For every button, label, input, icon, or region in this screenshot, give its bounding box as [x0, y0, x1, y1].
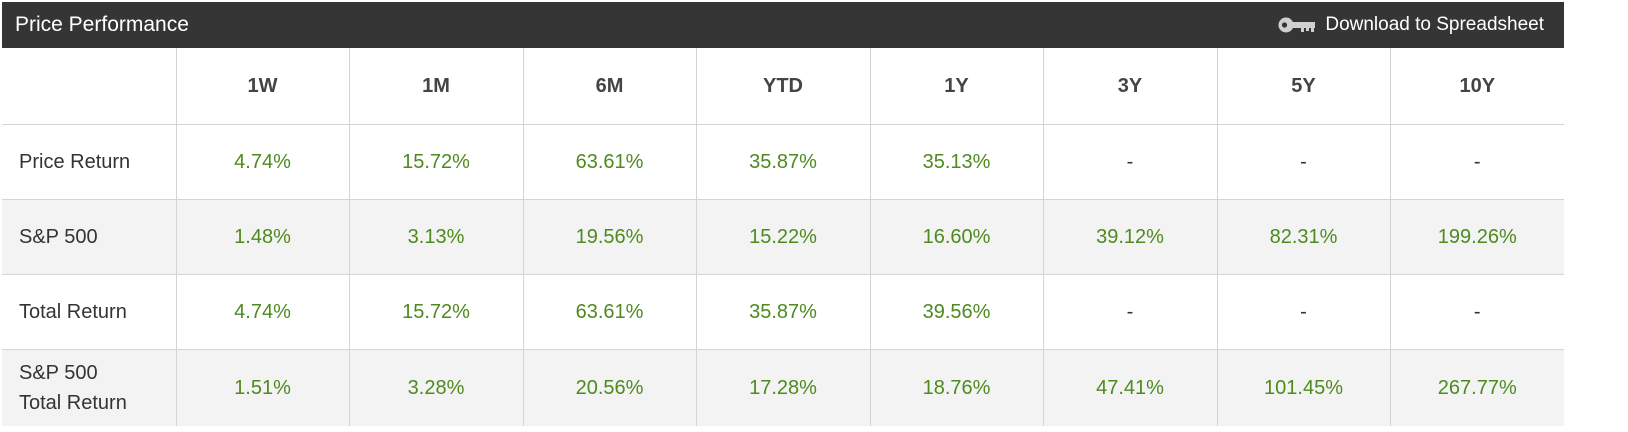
- table-cell: -: [1389, 124, 1564, 200]
- row-label: S&P 500 Total Return: [2, 349, 177, 426]
- table-cell: 15.22%: [695, 199, 871, 275]
- table-cell: -: [1042, 274, 1218, 350]
- panel-header: Price Performance Download to Spreadshee…: [2, 2, 1564, 48]
- price-performance-panel: Price Performance Download to Spreadshee…: [2, 2, 1564, 426]
- table-cell: 15.72%: [348, 124, 524, 200]
- table-cell: 39.56%: [869, 274, 1044, 350]
- column-header: 1Y: [869, 48, 1044, 125]
- table-cell: -: [1389, 274, 1564, 350]
- table-cell: 199.26%: [1389, 199, 1564, 275]
- table-cell: 1.48%: [175, 199, 350, 275]
- performance-table: 1W 1M 6M YTD 1Y 3Y 5Y 10Y Price Return 4…: [2, 48, 1564, 426]
- column-header: 3Y: [1042, 48, 1218, 125]
- table-cell: 35.87%: [695, 274, 871, 350]
- table-row: S&P 500 Total Return 1.51% 3.28% 20.56% …: [2, 349, 1564, 426]
- column-header: 1W: [175, 48, 350, 125]
- table-cell: 3.13%: [348, 199, 524, 275]
- table-row: S&P 500 1.48% 3.13% 19.56% 15.22% 16.60%…: [2, 199, 1564, 275]
- column-header: 10Y: [1389, 48, 1564, 125]
- download-spreadsheet-link[interactable]: Download to Spreadsheet: [1277, 14, 1544, 36]
- table-cell: -: [1216, 274, 1391, 350]
- table-cell: 20.56%: [522, 349, 697, 426]
- table-cell: 35.13%: [869, 124, 1044, 200]
- header-row: 1W 1M 6M YTD 1Y 3Y 5Y 10Y: [2, 48, 1564, 125]
- table-cell: 4.74%: [175, 274, 350, 350]
- table-cell: 17.28%: [695, 349, 871, 426]
- column-header: 5Y: [1216, 48, 1391, 125]
- table-cell: 39.12%: [1042, 199, 1218, 275]
- table-cell: 15.72%: [348, 274, 524, 350]
- column-header: 1M: [348, 48, 524, 125]
- table-row: Price Return 4.74% 15.72% 63.61% 35.87% …: [2, 124, 1564, 200]
- table-cell: -: [1216, 124, 1391, 200]
- table-cell: 3.28%: [348, 349, 524, 426]
- row-label: S&P 500: [2, 199, 177, 275]
- panel-title: Price Performance: [15, 13, 189, 36]
- row-label: Price Return: [2, 124, 177, 200]
- table-cell: 1.51%: [175, 349, 350, 426]
- table-cell: 19.56%: [522, 199, 697, 275]
- table-row: Total Return 4.74% 15.72% 63.61% 35.87% …: [2, 274, 1564, 350]
- table-cell: -: [1042, 124, 1218, 200]
- table-cell: 18.76%: [869, 349, 1044, 426]
- column-header: 6M: [522, 48, 697, 125]
- table-cell: 63.61%: [522, 124, 697, 200]
- corner-cell: [2, 48, 177, 125]
- table-cell: 35.87%: [695, 124, 871, 200]
- row-label: Total Return: [2, 274, 177, 350]
- table-cell: 101.45%: [1216, 349, 1391, 426]
- table-cell: 82.31%: [1216, 199, 1391, 275]
- download-label: Download to Spreadsheet: [1325, 14, 1544, 35]
- column-header: YTD: [695, 48, 871, 125]
- table-cell: 63.61%: [522, 274, 697, 350]
- table-cell: 4.74%: [175, 124, 350, 200]
- table-cell: 16.60%: [869, 199, 1044, 275]
- table-cell: 267.77%: [1389, 349, 1564, 426]
- key-icon: [1277, 14, 1317, 36]
- table-cell: 47.41%: [1042, 349, 1218, 426]
